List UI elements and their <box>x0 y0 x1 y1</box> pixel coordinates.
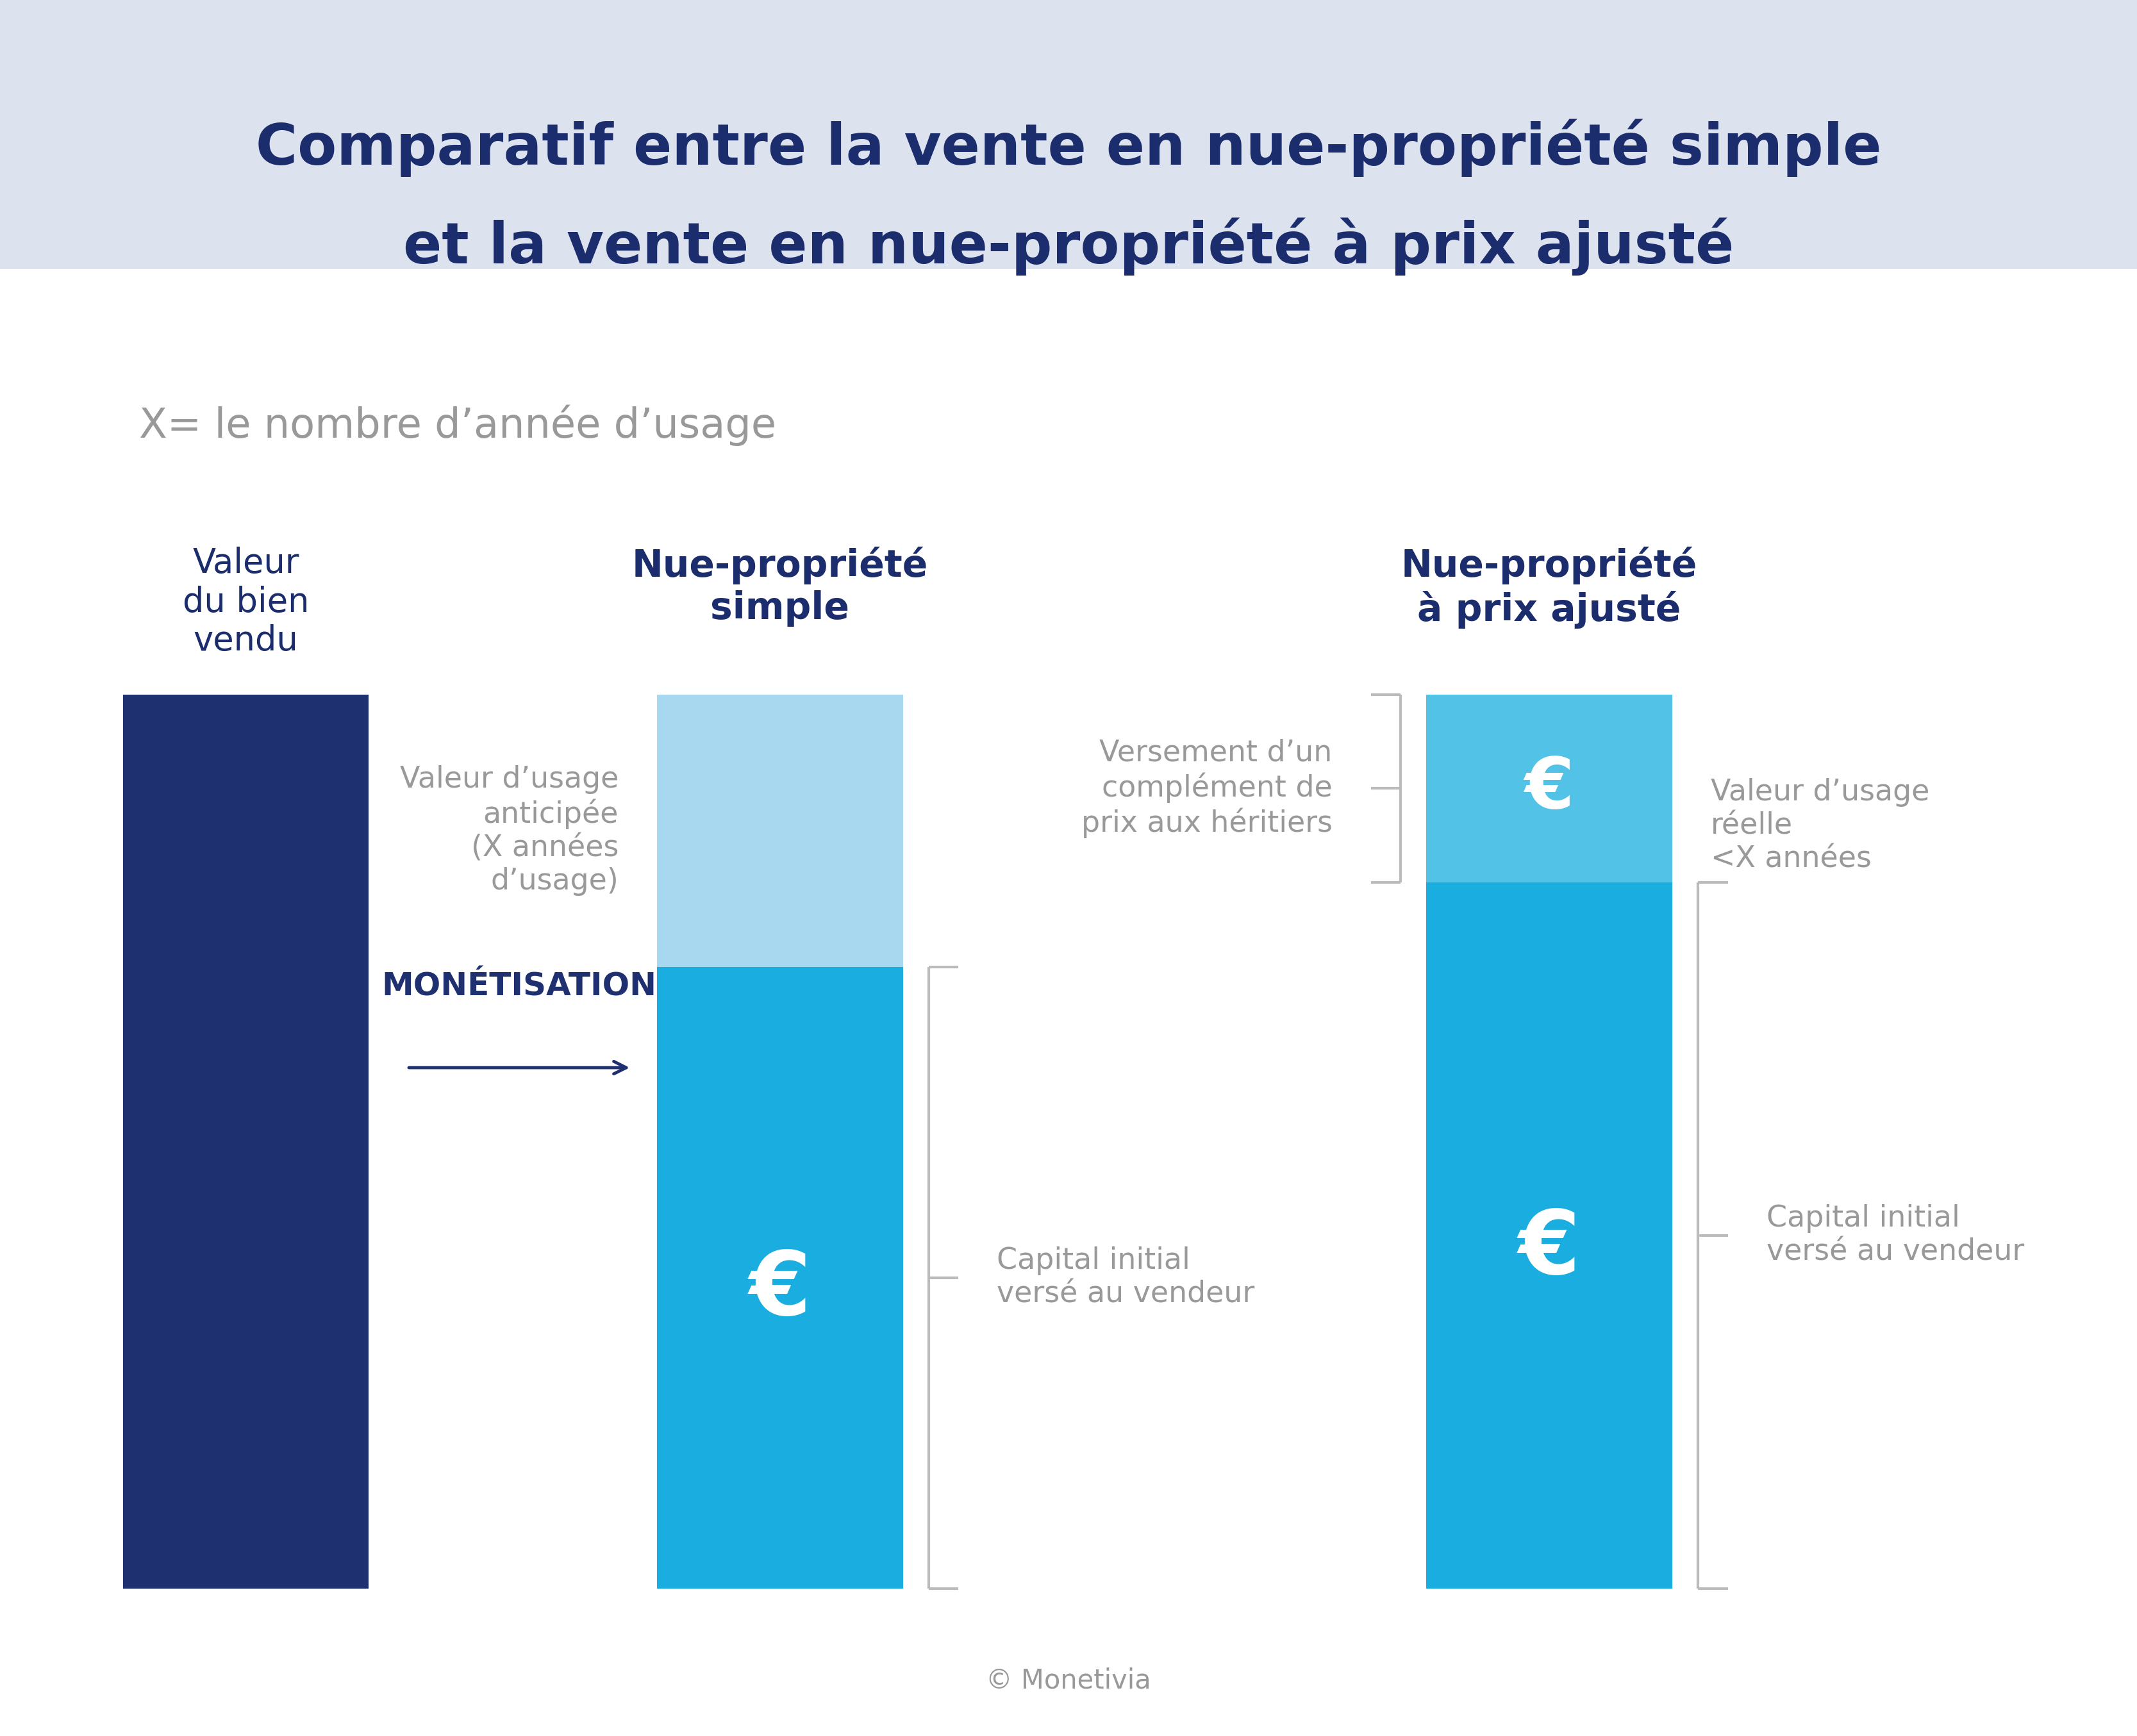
Text: et la vente en nue-propriété à prix ajusté: et la vente en nue-propriété à prix ajus… <box>404 217 1733 276</box>
Text: Nue-propriété
simple: Nue-propriété simple <box>633 547 927 627</box>
Text: X= le nombre d’année d’usage: X= le nombre d’année d’usage <box>139 404 776 446</box>
Text: Nue-propriété
à prix ajusté: Nue-propriété à prix ajusté <box>1402 547 1697 628</box>
Bar <box>1428 694 1671 882</box>
Text: © Monetivia: © Monetivia <box>985 1667 1152 1694</box>
Text: Valeur d’usage
réelle
<X années: Valeur d’usage réelle <X années <box>1710 778 1930 873</box>
Text: MONÉTISATION: MONÉTISATION <box>383 970 656 1002</box>
Text: €: € <box>1519 1207 1579 1293</box>
Text: Capital initial
versé au vendeur: Capital initial versé au vendeur <box>998 1246 1254 1309</box>
Bar <box>658 967 904 1588</box>
Bar <box>0 0 2137 269</box>
Text: €: € <box>1524 753 1575 823</box>
Text: Valeur
du bien
vendu: Valeur du bien vendu <box>182 547 310 658</box>
Bar <box>1428 882 1671 1588</box>
Bar <box>658 694 904 967</box>
Bar <box>124 694 370 1588</box>
Text: Comparatif entre la vente en nue-propriété simple: Comparatif entre la vente en nue-proprié… <box>256 118 1881 177</box>
Text: Valeur d’usage
anticipée
(X années
d’usage): Valeur d’usage anticipée (X années d’usa… <box>400 766 620 896</box>
Text: Capital initial
versé au vendeur: Capital initial versé au vendeur <box>1765 1205 2024 1266</box>
Text: Versement d’un
complément de
prix aux héritiers: Versement d’un complément de prix aux hé… <box>1081 738 1333 838</box>
Text: €: € <box>750 1246 810 1333</box>
